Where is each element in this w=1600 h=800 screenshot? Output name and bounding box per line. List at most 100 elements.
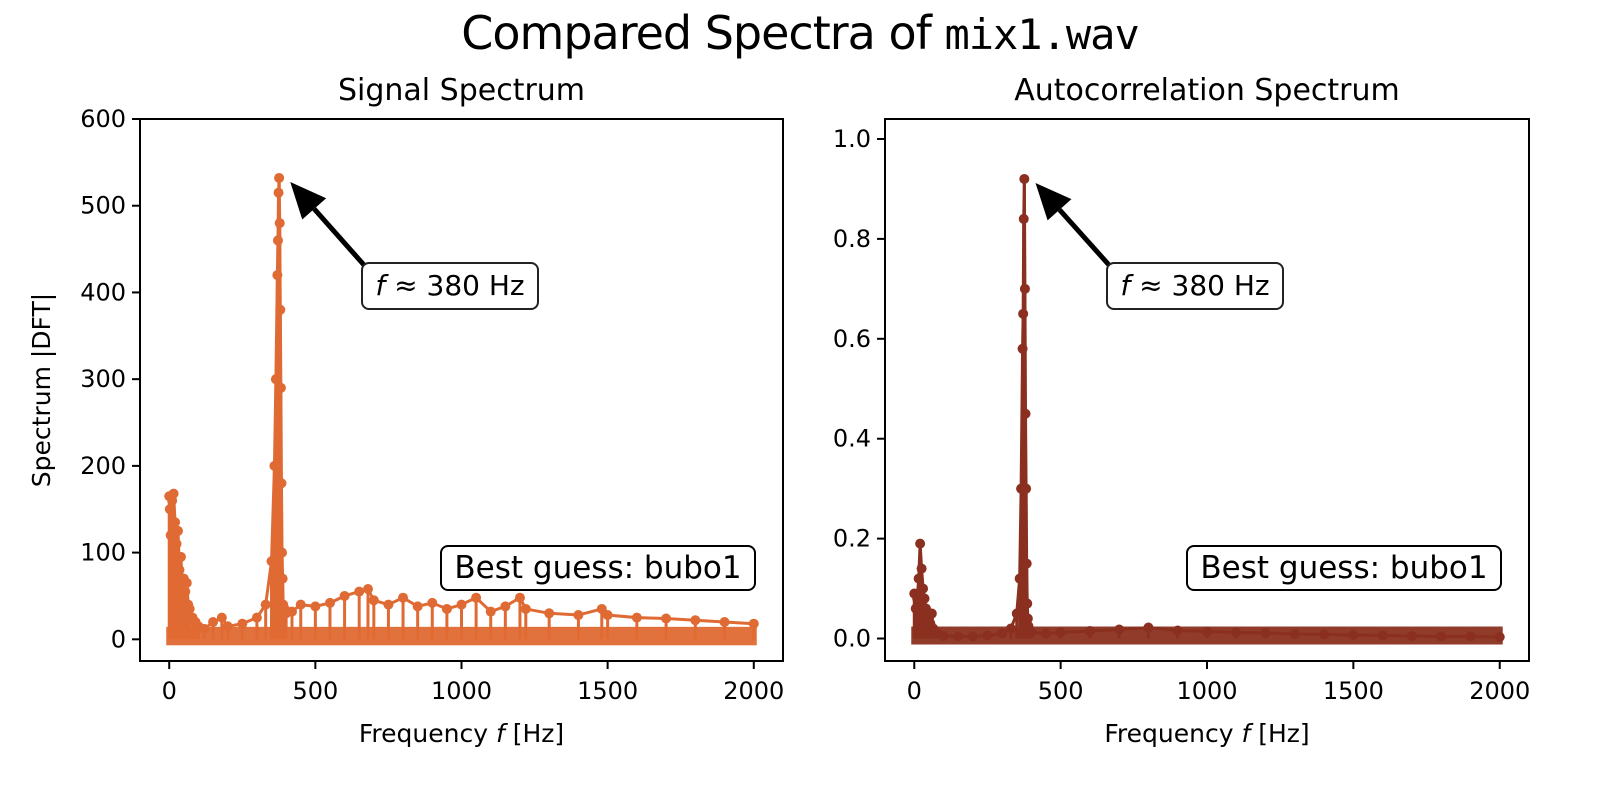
x-tick-label: 1500 (1323, 677, 1384, 705)
data-point (631, 612, 642, 623)
data-point (690, 615, 701, 626)
y-tick-label: 100 (80, 539, 126, 567)
data-point (180, 586, 191, 597)
y-tick-label: 500 (80, 192, 126, 220)
data-point (339, 590, 350, 601)
data-point (168, 488, 179, 499)
figure-title-text: Compared Spectra of (461, 6, 945, 60)
y-tick-label: 1.0 (833, 125, 871, 153)
y-tick-label: 400 (80, 278, 126, 306)
data-point (272, 235, 283, 246)
y-tick-label: 0.0 (833, 625, 871, 653)
x-tick-label: 1000 (431, 677, 492, 705)
annotation-arrow-shaft (312, 207, 366, 267)
data-point (997, 628, 1008, 639)
data-point (237, 618, 248, 629)
data-point (1021, 558, 1032, 569)
data-point (208, 616, 219, 627)
data-point (520, 603, 531, 614)
best-guess-box (440, 545, 756, 591)
data-point (1014, 573, 1025, 584)
data-point (174, 564, 185, 575)
data-point (967, 631, 978, 642)
plot-area (909, 173, 1505, 645)
plot-area (164, 172, 759, 646)
data-point (661, 613, 672, 624)
data-point (427, 597, 438, 608)
data-point (1172, 625, 1183, 636)
x-tick-label: 0 (162, 677, 177, 705)
data-point (912, 593, 923, 604)
best-guess-label: Best guess: bubo1 (454, 550, 741, 586)
data-point (719, 616, 730, 627)
data-point (456, 599, 467, 610)
data-point (1011, 608, 1022, 619)
data-point (1084, 626, 1095, 637)
data-point (915, 538, 926, 549)
data-point (1465, 631, 1476, 642)
data-point (514, 592, 525, 603)
data-point (919, 593, 930, 604)
y-tick-label: 0 (111, 625, 126, 653)
data-point (916, 563, 927, 574)
data-point (216, 612, 227, 623)
data-point (500, 601, 511, 612)
figure-title: Compared Spectra of mix1.wav (0, 6, 1600, 60)
data-point (1377, 630, 1388, 641)
data-point (354, 586, 365, 597)
data-point (1231, 627, 1242, 638)
data-point (1019, 283, 1030, 294)
y-tick-label: 600 (80, 105, 126, 133)
annotation-label: f ≈ 380 Hz (1120, 269, 1269, 302)
data-point (1018, 213, 1029, 224)
data-point (926, 608, 937, 619)
data-point (383, 599, 394, 610)
data-point (184, 603, 195, 614)
data-point (485, 606, 496, 617)
x-axis-label: Frequency f [Hz] (359, 719, 564, 748)
data-point (175, 551, 186, 562)
data-point (1143, 622, 1154, 633)
x-tick-label: 1000 (1176, 677, 1237, 705)
data-point (1041, 628, 1051, 639)
data-point (913, 573, 924, 584)
data-point (275, 304, 286, 315)
data-point (277, 573, 288, 584)
data-point (1022, 613, 1033, 624)
y-tick-label: 0.2 (833, 525, 871, 553)
data-point (362, 584, 373, 595)
x-tick-label: 2000 (723, 677, 784, 705)
data-point (181, 577, 192, 588)
y-tick-label: 0.4 (833, 425, 871, 453)
best-guess-label: Best guess: bubo1 (1200, 550, 1487, 586)
y-tick-label: 0.6 (833, 325, 871, 353)
data-point (251, 612, 262, 623)
data-point (310, 601, 321, 612)
data-point (295, 599, 306, 610)
axes-title: Autocorrelation Spectrum (1014, 73, 1400, 108)
data-point (1055, 627, 1066, 638)
data-point (275, 382, 286, 393)
data-point (412, 601, 423, 612)
data-point (1022, 598, 1033, 609)
data-point (170, 517, 181, 528)
y-tick-label: 200 (80, 452, 126, 480)
data-point (602, 610, 613, 621)
data-point (544, 608, 555, 619)
data-point (270, 374, 281, 385)
data-point (471, 592, 482, 603)
chart-panel-1: 0 500 1000 1500 2000 0 100 200 300 400 500 600 Signa… (27, 73, 784, 748)
data-point (286, 606, 297, 617)
data-point (199, 623, 210, 634)
data-point (277, 547, 288, 558)
annotation-arrow-head (1035, 182, 1072, 221)
figure-title-filename: mix1.wav (944, 10, 1139, 59)
data-point (260, 599, 271, 610)
data-point (276, 478, 287, 489)
best-guess-box (1186, 545, 1502, 591)
data-point (273, 187, 284, 198)
data-point (918, 583, 929, 594)
data-point (222, 621, 233, 632)
data-point (274, 218, 285, 229)
